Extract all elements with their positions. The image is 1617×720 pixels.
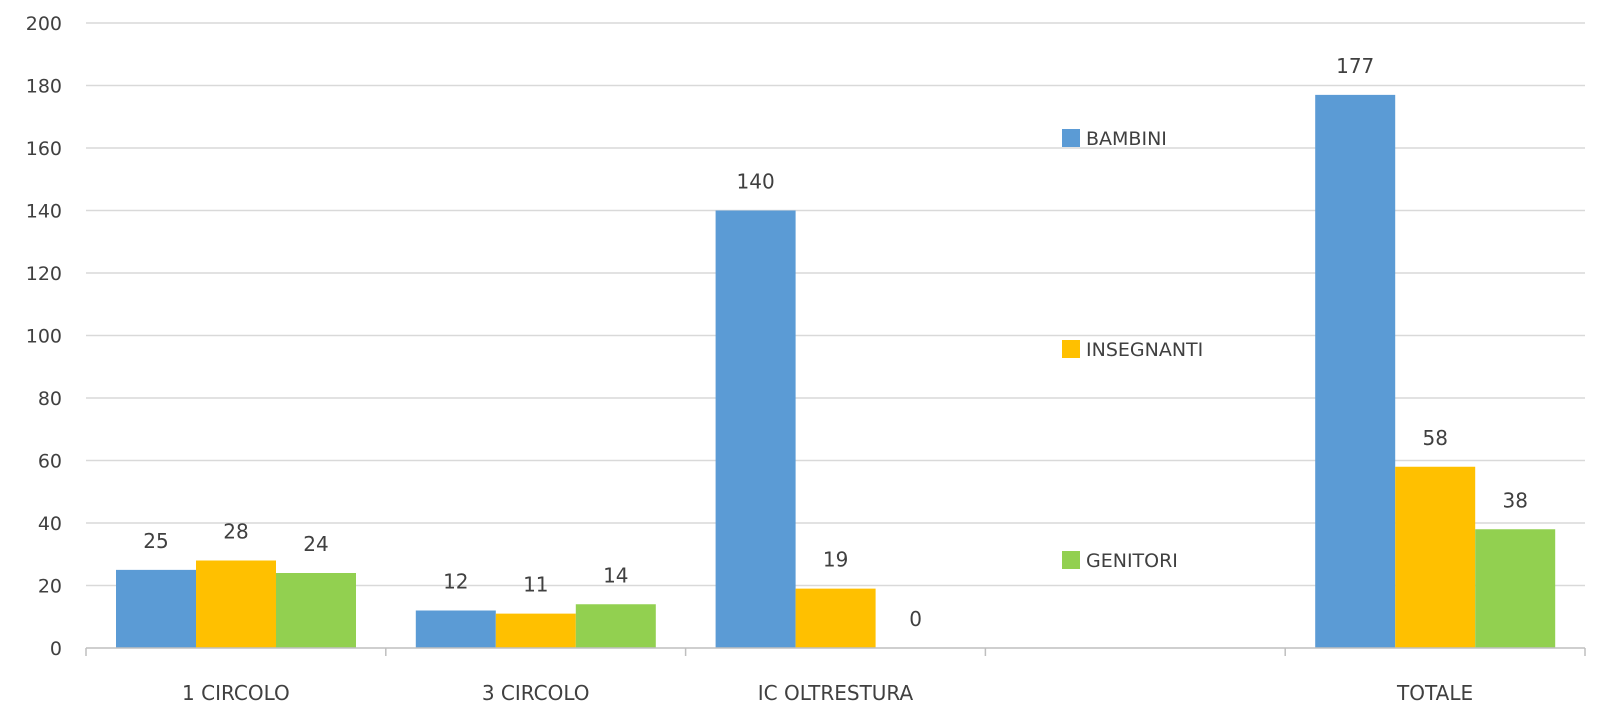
bar-insegnanti (495, 613, 576, 648)
x-tick-label: 3 CIRCOLO (482, 681, 590, 705)
y-tick-label: 40 (38, 513, 62, 535)
bar-bambini (715, 210, 796, 648)
y-tick-label: 0 (50, 638, 62, 660)
y-tick-label: 120 (26, 263, 62, 285)
bar-bambini (1315, 94, 1396, 648)
bar-bambini (415, 610, 496, 648)
bar-bambini (116, 569, 196, 648)
data-label: 58 (1422, 426, 1447, 450)
bar-genitori (575, 604, 656, 648)
y-tick-label: 200 (26, 13, 62, 35)
data-label: 14 (603, 563, 628, 587)
gridlines (86, 22, 1585, 587)
legend-swatch-insegnanti (1062, 340, 1080, 358)
x-axis: 1 CIRCOLO 3 CIRCOLO IC OLTRESTURA TOTALE (85, 647, 1586, 705)
y-tick-label: 80 (38, 388, 62, 410)
legend-label: BAMBINI (1086, 128, 1167, 150)
data-label: 11 (523, 573, 548, 597)
bars (116, 94, 1556, 648)
bar-insegnanti (795, 588, 876, 648)
data-label: 177 (1336, 54, 1374, 78)
y-tick-label: 60 (38, 451, 62, 473)
data-label: 19 (823, 548, 848, 572)
legend-label: GENITORI (1086, 550, 1178, 572)
legend: BAMBINI INSEGNANTI GENITORI (1062, 128, 1203, 572)
y-axis-tick-labels: 0 20 40 60 80 100 120 140 160 180 200 (26, 13, 62, 660)
data-label: 38 (1502, 488, 1527, 512)
bar-genitori (276, 573, 356, 648)
y-tick-label: 180 (26, 76, 62, 98)
bar-genitori (1475, 529, 1556, 648)
bar-insegnanti (1395, 466, 1476, 648)
bar-insegnanti (196, 560, 276, 648)
x-tick-label: 1 CIRCOLO (182, 681, 290, 705)
data-label: 28 (223, 520, 248, 544)
x-tick-label: TOTALE (1396, 681, 1473, 705)
y-tick-label: 20 (38, 576, 62, 598)
data-label: 140 (737, 170, 775, 194)
legend-swatch-genitori (1062, 551, 1080, 569)
x-tick-label: IC OLTRESTURA (758, 681, 914, 705)
data-label: 24 (303, 532, 328, 556)
legend-label: INSEGNANTI (1086, 339, 1203, 361)
data-label: 25 (143, 529, 168, 553)
y-tick-label: 160 (26, 138, 62, 160)
data-label: 12 (443, 570, 468, 594)
y-tick-label: 140 (26, 201, 62, 223)
legend-swatch-bambini (1062, 129, 1080, 147)
y-tick-label: 100 (26, 326, 62, 348)
data-label: 0 (909, 607, 922, 631)
